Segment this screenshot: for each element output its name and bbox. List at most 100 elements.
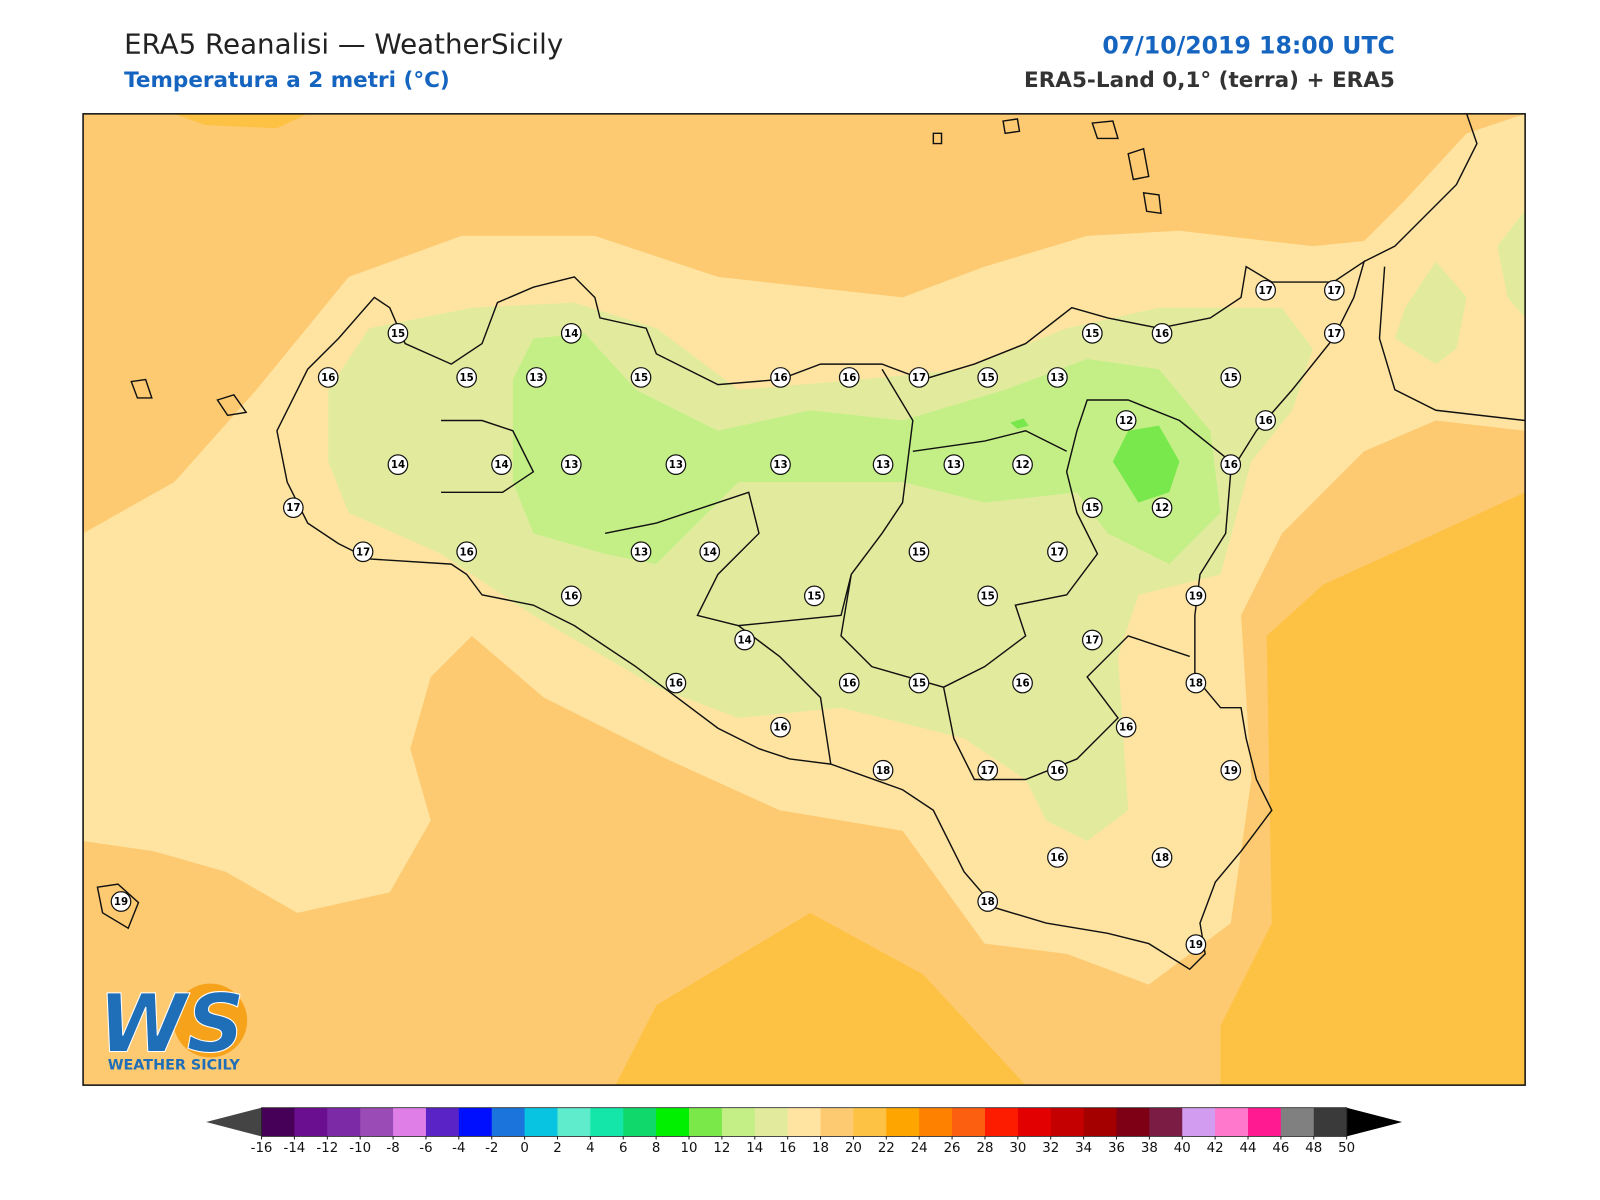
station-marker <box>1081 629 1103 651</box>
colorbar-tick-label: 20 <box>845 1141 862 1156</box>
station-marker <box>630 367 652 388</box>
colorbar-swatch <box>952 1107 986 1137</box>
colorbar-tick-label: -12 <box>316 1141 338 1156</box>
station-marker <box>560 322 582 344</box>
colorbar-swatch <box>458 1107 493 1137</box>
colorbar-tick-label: 6 <box>619 1141 627 1156</box>
colorbar-swatch <box>294 1107 328 1137</box>
station-marker <box>387 454 409 475</box>
station-value: 14 <box>703 546 717 558</box>
station-value: 16 <box>1155 328 1169 340</box>
station-marker <box>526 367 547 388</box>
map: 15 14 15 16 17 17 17 16 15 13 15 16 16 17 15 13 15 12 16 14… <box>83 113 1526 1086</box>
colorbar-swatch <box>261 1107 295 1137</box>
station-marker <box>1255 279 1276 301</box>
station-value: 16 <box>460 546 474 558</box>
station-value: 13 <box>564 459 578 471</box>
colorbar-swatch <box>327 1107 361 1137</box>
colorbar-tick-label: -16 <box>251 1141 273 1156</box>
station-marker <box>1047 367 1068 388</box>
colorbar-tick-label: -14 <box>284 1141 306 1156</box>
colorbar-tick-label: 50 <box>1338 1141 1355 1156</box>
colorbar-tick-label: 26 <box>944 1141 961 1156</box>
colorbar-swatch <box>1248 1107 1282 1137</box>
station-value: 15 <box>807 590 821 602</box>
stations: 15 14 15 16 17 17 17 16 15 13 15 16 16 17 15 13 15 12 16 14… <box>110 279 1345 955</box>
colorbar-tick-label: 10 <box>681 1141 698 1156</box>
station-value: 16 <box>773 722 787 734</box>
station-marker <box>1047 541 1068 563</box>
colorbar-tick-label: 40 <box>1174 1141 1191 1156</box>
colorbar-tick-label: -2 <box>485 1141 498 1156</box>
station-marker <box>770 454 791 475</box>
station-value: 16 <box>842 372 856 384</box>
station-marker <box>1323 322 1345 344</box>
field-14-16 <box>1394 210 1526 365</box>
field-20-22 <box>174 113 308 129</box>
station-marker <box>1151 322 1173 344</box>
colorbar-tick-label: 0 <box>520 1141 528 1156</box>
station-value: 13 <box>669 459 683 471</box>
colorbar-swatch <box>820 1107 854 1137</box>
colorbar-tick-label: 46 <box>1272 1141 1289 1156</box>
map-frame <box>82 113 1526 1086</box>
station-marker <box>560 585 582 607</box>
station-value: 15 <box>1085 328 1099 340</box>
colorbar-tick-label: 34 <box>1075 1141 1092 1156</box>
colorbar-swatch <box>425 1107 460 1137</box>
station-value: 12 <box>1119 415 1133 427</box>
station-value: 16 <box>1015 678 1029 690</box>
colorbar-swatch <box>1182 1107 1216 1137</box>
station-value: 15 <box>981 372 995 384</box>
colorbar-swatch <box>524 1107 558 1137</box>
station-value: 18 <box>876 765 890 777</box>
colorbar-swatch <box>393 1107 427 1137</box>
logo-name: WEATHER SICILY <box>108 1058 241 1074</box>
station-marker <box>770 716 791 738</box>
station-value: 16 <box>1259 415 1273 427</box>
field-20-22 <box>615 912 1026 1086</box>
station-value: 14 <box>564 328 578 340</box>
field-20-22 <box>1220 492 1526 1086</box>
station-value: 12 <box>1155 502 1169 514</box>
field-10-12 <box>1010 418 1180 503</box>
colorbar-tick-label: 12 <box>713 1141 730 1156</box>
station-marker <box>1185 934 1207 955</box>
colorbar-swatch <box>590 1107 624 1137</box>
station-marker <box>770 367 791 388</box>
station-value: 14 <box>391 459 405 471</box>
colorbar-swatch <box>919 1107 953 1137</box>
station-marker <box>977 367 999 388</box>
colorbar-swatch <box>853 1107 887 1137</box>
station-marker <box>1323 279 1345 301</box>
station-value: 13 <box>634 546 648 558</box>
colorbar-over <box>1346 1107 1403 1137</box>
station-value: 16 <box>1050 852 1064 864</box>
colorbar-swatch <box>623 1107 657 1137</box>
colorbar-swatch <box>656 1107 690 1137</box>
station-marker <box>1047 847 1068 868</box>
colorbar-tick-label: 4 <box>586 1141 594 1156</box>
station-value: 16 <box>669 678 683 690</box>
colorbar-tick-label: -10 <box>349 1141 371 1156</box>
station-value: 16 <box>842 678 856 690</box>
subtitle: Temperatura a 2 metri (°C) <box>124 68 450 93</box>
colorbar-swatch <box>754 1107 789 1137</box>
colorbar-tick-label: 36 <box>1108 1141 1125 1156</box>
station-value: 17 <box>1050 546 1064 558</box>
station-marker <box>352 541 374 563</box>
station-value: 13 <box>529 372 543 384</box>
station-value: 17 <box>1259 285 1273 297</box>
station-value: 18 <box>981 896 995 908</box>
colorbar-swatch <box>1050 1107 1085 1137</box>
station-value: 15 <box>1085 502 1099 514</box>
colorbar-tick-label: -4 <box>452 1141 465 1156</box>
station-value: 15 <box>391 328 405 340</box>
station-marker <box>977 891 999 912</box>
station-marker <box>872 454 894 475</box>
station-marker <box>282 497 304 519</box>
station-value: 14 <box>494 459 508 471</box>
colorbar-tick-label: 8 <box>652 1141 660 1156</box>
colorbar-tick-label: 28 <box>976 1141 993 1156</box>
coastline <box>96 113 1526 971</box>
